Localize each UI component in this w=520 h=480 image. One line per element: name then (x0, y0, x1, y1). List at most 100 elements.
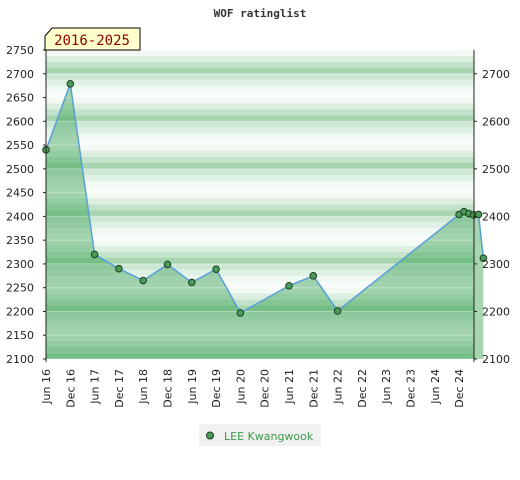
background-band (46, 55, 474, 62)
background-band (46, 323, 474, 330)
background-band (46, 335, 474, 342)
legend-box (199, 424, 321, 446)
background-band (46, 263, 474, 270)
left-tick-label: 2600 (6, 115, 34, 128)
x-tick-label: Jun 18 (137, 369, 150, 405)
left-tick-label: 2400 (6, 210, 34, 223)
period-badge-frame (44, 27, 141, 51)
background-band (46, 347, 474, 354)
right-tick-label: 2500 (482, 163, 510, 176)
grid-lines (46, 49, 474, 360)
x-tick-label: Dec 20 (259, 369, 272, 408)
background-band (46, 222, 474, 229)
background-band (46, 115, 474, 122)
legend-label: LEE Kwangwook (224, 430, 314, 443)
background-band (46, 162, 474, 169)
x-axis: Jun 16 Dec 16 Jun 17 Dec 17 Jun 18 Dec 18 Jun … (40, 369, 466, 408)
background-band (46, 275, 474, 282)
background-band (46, 287, 474, 294)
data-point[interactable] (115, 264, 123, 273)
x-tick-label: Dec 21 (307, 369, 320, 408)
data-point[interactable] (139, 276, 147, 285)
background-band (46, 79, 474, 86)
axes (45, 50, 475, 362)
background-bands (46, 50, 474, 359)
data-point[interactable] (479, 254, 488, 263)
background-band (46, 269, 474, 276)
data-point[interactable] (66, 79, 75, 88)
x-tick-label: Jun 22 (332, 369, 345, 405)
background-band (46, 156, 474, 163)
data-point[interactable] (188, 278, 196, 287)
series-points[interactable] (42, 79, 488, 317)
left-tick-label: 2100 (6, 353, 34, 366)
background-band (46, 216, 474, 223)
background-band (46, 103, 474, 110)
data-point[interactable] (163, 260, 172, 269)
background-band (46, 73, 474, 80)
data-point[interactable] (285, 281, 293, 290)
background-band (46, 305, 474, 312)
background-band (46, 109, 474, 116)
background-band (46, 121, 474, 128)
background-band (46, 228, 474, 235)
right-tick-label: 2300 (482, 258, 510, 271)
x-tick-label: Dec 22 (356, 369, 369, 408)
period-badge-label: 2016-2025 (54, 33, 130, 49)
background-band (46, 293, 474, 300)
background-band (46, 133, 474, 140)
data-point[interactable] (333, 307, 342, 315)
background-band (46, 127, 474, 134)
x-tick-label: Dec 18 (162, 369, 175, 408)
background-band (46, 353, 474, 359)
background-band (46, 67, 474, 74)
background-band (46, 234, 474, 241)
x-tick-label: Dec 17 (113, 369, 126, 408)
background-band (46, 91, 474, 98)
left-tick-label: 2150 (6, 329, 34, 342)
right-tick-label: 2400 (482, 210, 510, 223)
background-band (46, 192, 474, 199)
data-point[interactable] (236, 309, 245, 317)
x-tick-label: Dec 19 (210, 369, 223, 408)
background-band (46, 180, 474, 187)
left-tick-label: 2650 (6, 92, 34, 105)
background-band (46, 50, 474, 56)
legend[interactable]: LEE Kwangwook (199, 424, 321, 446)
x-tick-label: Dec 24 (453, 369, 466, 408)
x-tick-label: Jun 16 (40, 369, 53, 405)
left-tick-label: 2550 (6, 139, 34, 152)
background-band (46, 210, 474, 217)
background-band (46, 204, 474, 211)
data-point[interactable] (309, 272, 318, 280)
data-point[interactable] (212, 265, 220, 273)
x-tick-label: Jun 19 (186, 369, 199, 405)
x-tick-label: Jun 20 (234, 369, 247, 405)
background-band (46, 186, 474, 193)
legend-marker (206, 431, 214, 440)
left-y-axis: 2100 2150 2200 2250 2300 2350 2400 2450 2500 2550… (6, 44, 46, 366)
background-band (46, 257, 474, 264)
background-band (46, 61, 474, 68)
left-tick-label: 2700 (6, 68, 34, 81)
background-band (46, 85, 474, 92)
right-tick-label: 2100 (482, 353, 510, 366)
background-band (46, 174, 474, 181)
series-area (46, 83, 484, 359)
x-tick-label: Jun 23 (380, 369, 393, 405)
background-band (46, 145, 474, 152)
background-band (46, 240, 474, 247)
data-point[interactable] (90, 250, 99, 259)
left-tick-label: 2500 (6, 163, 34, 176)
chart-title: WOF ratinglist (214, 7, 307, 20)
background-band (46, 341, 474, 348)
background-band (46, 311, 474, 318)
x-tick-label: Jun 17 (89, 369, 102, 405)
x-tick-label: Jun 21 (283, 369, 296, 405)
background-band (46, 252, 474, 258)
right-tick-label: 2600 (482, 115, 510, 128)
left-tick-label: 2300 (6, 258, 34, 271)
left-tick-label: 2450 (6, 187, 34, 200)
background-band (46, 139, 474, 146)
